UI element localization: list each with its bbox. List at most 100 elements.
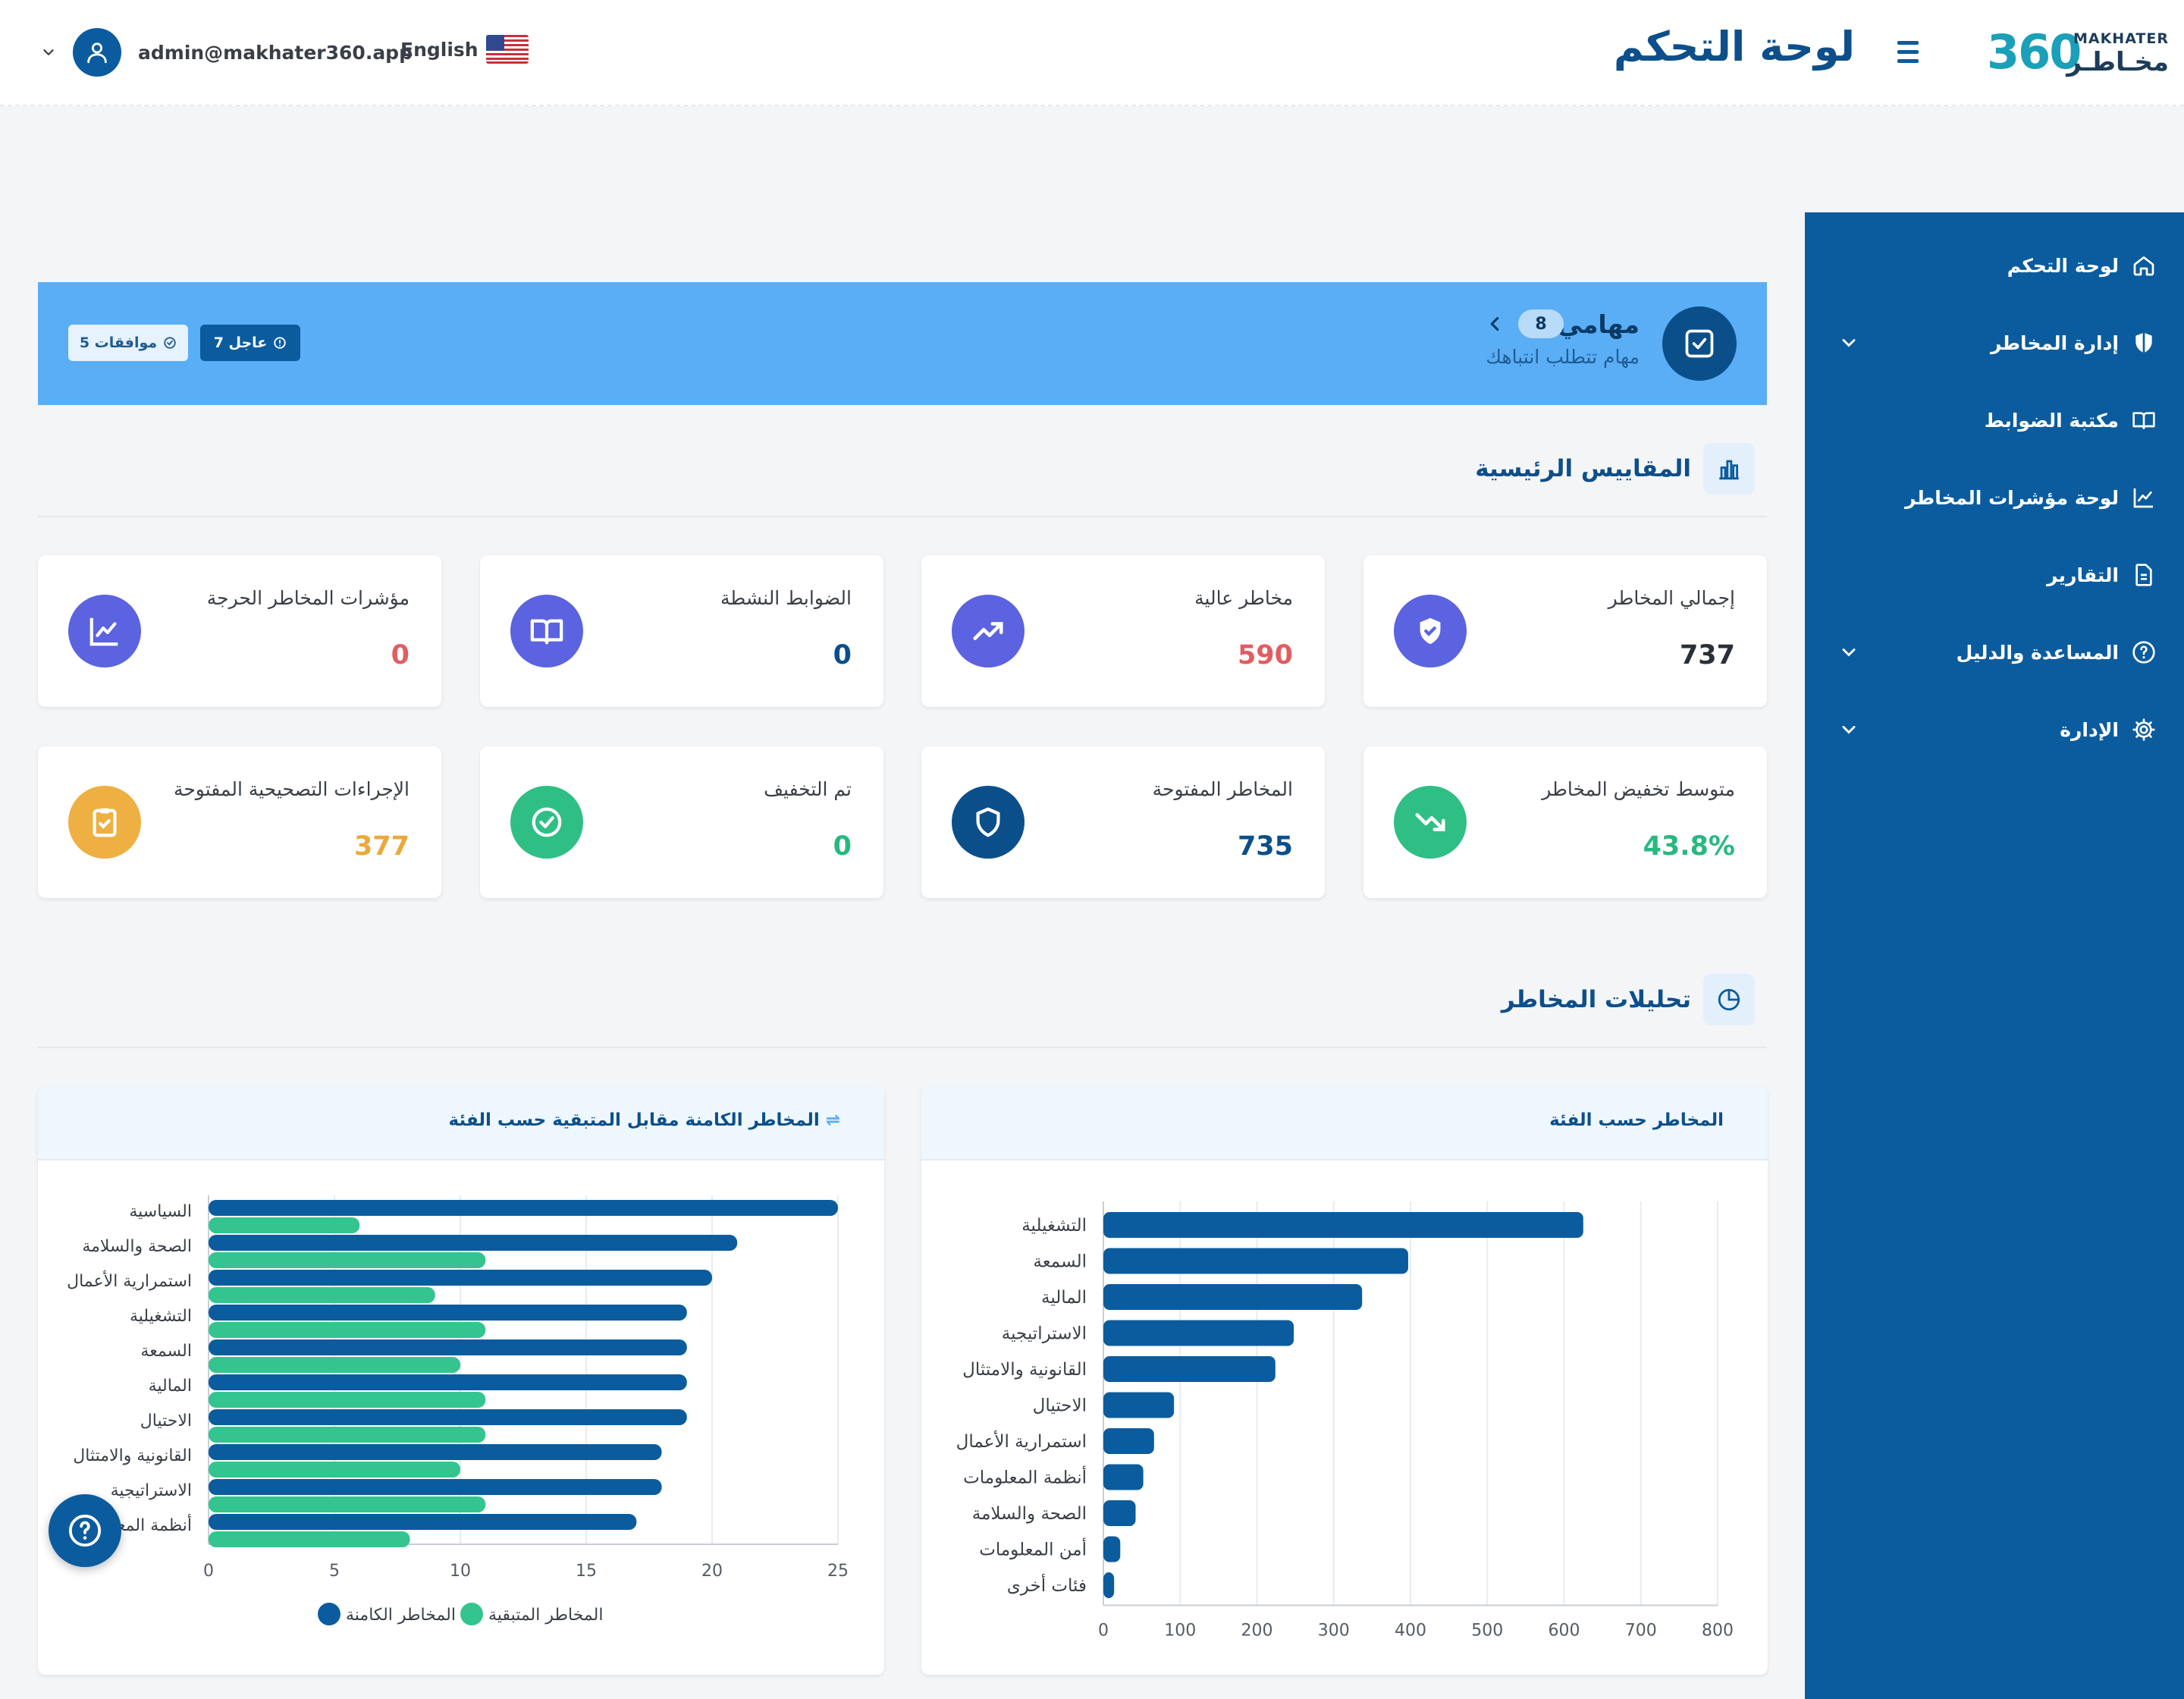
logo[interactable]: 360 MAKHATER مخـاطـر (1987, 21, 2169, 82)
metric-card-avg-reduction[interactable]: متوسط تخفيض المخاطر 43.8% (1363, 746, 1767, 898)
x-tick-label: 200 (1241, 1622, 1273, 1641)
chevron-left-icon[interactable] (1483, 312, 1506, 335)
bar-inherent (209, 1305, 687, 1321)
chevron-down-icon (1842, 339, 1856, 347)
x-tick-label: 25 (827, 1562, 849, 1581)
metric-card-critical-kris[interactable]: مؤشرات المخاطر الحرجة 0 (38, 555, 441, 707)
metric-card-mitigated[interactable]: تم التخفيف 0 (480, 746, 883, 898)
y-tick-label: أنظمة المعلومات (963, 1466, 1087, 1488)
bar-residual (209, 1392, 486, 1408)
user-menu[interactable]: admin@makhater360.app (38, 27, 413, 77)
section-title: المقاييس الرئيسية (1475, 455, 1691, 482)
compare-arrows-icon: ⇌ (825, 1110, 840, 1130)
metric-card-open-corrective-actions[interactable]: الإجراءات التصحيحية المفتوحة 377 (38, 746, 441, 898)
line-chart-icon (68, 595, 141, 667)
x-tick-label: 0 (1098, 1622, 1109, 1641)
y-tick-label: الاحتيال (140, 1412, 192, 1430)
alert-circle-icon (274, 337, 286, 349)
line-chart-icon (2131, 485, 2157, 510)
bar-residual (209, 1462, 460, 1478)
bar-inherent (209, 1374, 687, 1390)
metric-value: 43.8% (1643, 831, 1735, 862)
metric-card-high-risks[interactable]: مخاطر عالية 590 (921, 555, 1325, 707)
logo-english: MAKHATER (2073, 30, 2169, 47)
urgent-tasks-badge[interactable]: 7 عاجل (200, 325, 300, 361)
chevron-down-icon[interactable] (38, 42, 59, 63)
metric-value: 735 (1237, 831, 1293, 862)
panel-title: المخاطر حسب الفئة (1549, 1110, 1724, 1130)
bar-residual (209, 1252, 486, 1268)
bar-inherent (209, 1444, 662, 1460)
gear-icon (2131, 717, 2157, 743)
language-label: English (400, 38, 479, 61)
user-icon (87, 42, 107, 64)
menu-toggle-icon[interactable] (1893, 36, 1923, 67)
sidebar-item-controls-library[interactable]: مكتبة الضوابط (1823, 397, 2157, 443)
sidebar-item-risk-management[interactable]: إدارة المخاطر (1823, 320, 2157, 366)
sidebar-item-administration[interactable]: الإدارة (1823, 707, 2157, 752)
section-divider (38, 1047, 1767, 1048)
bar (1103, 1464, 1144, 1490)
y-tick-label: استمرارية الأعمال (67, 1270, 192, 1291)
bar (1103, 1392, 1175, 1418)
sidebar-item-help[interactable]: المساعدة والدليل (1823, 630, 2157, 675)
metric-card-open-risks[interactable]: المخاطر المفتوحة 735 (921, 746, 1325, 898)
bar-residual (209, 1496, 486, 1512)
bar-inherent (209, 1200, 838, 1216)
help-button[interactable] (49, 1494, 121, 1567)
bar-inherent (209, 1514, 637, 1530)
y-tick-label: الاستراتيجية (1002, 1324, 1087, 1344)
y-tick-label: القانونية والامتثال (962, 1360, 1087, 1380)
metric-value: 0 (391, 640, 410, 670)
shield-check-icon (1394, 595, 1467, 667)
legend-swatch (460, 1603, 483, 1625)
tasks-title: مهامي (1557, 309, 1640, 339)
shield-outline-icon (952, 786, 1025, 859)
section-risk-analytics: تحليلات المخاطر (1502, 974, 1755, 1025)
sidebar-item-label: مكتبة الضوابط (1984, 409, 2119, 432)
metric-value: 0 (833, 831, 852, 862)
y-tick-label: استمرارية الأعمال (956, 1430, 1087, 1452)
approvals-badge[interactable]: 5 موافقات (68, 325, 188, 361)
y-tick-label: الصحة والسلامة (972, 1504, 1087, 1524)
metric-card-active-controls[interactable]: الضوابط النشطة 0 (480, 555, 883, 707)
chart-panel-risks-by-category: المخاطر حسب الفئة 0 100 200 300 400 500 600 700… (921, 1086, 1768, 1675)
bar (1103, 1572, 1115, 1598)
sidebar: لوحة التحكم إدارة المخاطر مكتبة الضوابط … (1805, 212, 2184, 1699)
y-tick-label: الاستراتيجية (111, 1481, 192, 1500)
panel-header: المخاطر الكامنة مقابل المتبقية حسب الفئة… (38, 1086, 884, 1160)
x-tick-label: 100 (1164, 1622, 1196, 1641)
y-tick-label: المالية (149, 1377, 192, 1396)
metric-label: المخاطر المفتوحة (1152, 778, 1293, 800)
metric-label: تم التخفيف (764, 778, 852, 800)
x-tick-label: 300 (1318, 1622, 1350, 1641)
bar-inherent (209, 1479, 662, 1495)
sidebar-item-dashboard[interactable]: لوحة التحكم (1823, 243, 2157, 288)
bar (1103, 1320, 1294, 1346)
panel-title: المخاطر الكامنة مقابل المتبقية حسب الفئة… (449, 1110, 841, 1130)
sidebar-item-label: التقارير (2047, 564, 2119, 586)
bar (1103, 1248, 1408, 1274)
y-tick-label: المالية (1041, 1288, 1087, 1308)
bar (1103, 1284, 1363, 1310)
chart-title: المخاطر الكامنة مقابل المتبقية حسب الفئة (448, 1110, 820, 1130)
avatar[interactable] (73, 28, 121, 77)
sidebar-item-label: لوحة مؤشرات المخاطر (1905, 486, 2119, 509)
sidebar-item-kri-dashboard[interactable]: لوحة مؤشرات المخاطر (1823, 475, 2157, 520)
bar (1103, 1536, 1121, 1562)
legend-label: المخاطر المتبقية (488, 1606, 603, 1625)
tasks-check-icon (1662, 306, 1737, 381)
x-tick-label: 500 (1471, 1622, 1503, 1641)
metric-value: 377 (353, 831, 410, 862)
sidebar-item-label: إدارة المخاطر (1990, 331, 2119, 354)
metric-card-total-risks[interactable]: إجمالي المخاطر 737 (1363, 555, 1767, 707)
x-tick-label: 10 (450, 1562, 471, 1581)
document-icon (2131, 562, 2157, 588)
us-flag-icon (485, 35, 529, 64)
language-switcher[interactable]: English (400, 35, 529, 64)
bar-residual (209, 1217, 360, 1233)
trending-down-icon (1394, 786, 1467, 859)
bar-inherent (209, 1235, 738, 1251)
my-tasks-banner[interactable]: مهامي 8 مهام تتطلب انتباهك 7 عاجل 5 مواف… (38, 282, 1767, 405)
sidebar-item-reports[interactable]: التقارير (1823, 552, 2157, 598)
